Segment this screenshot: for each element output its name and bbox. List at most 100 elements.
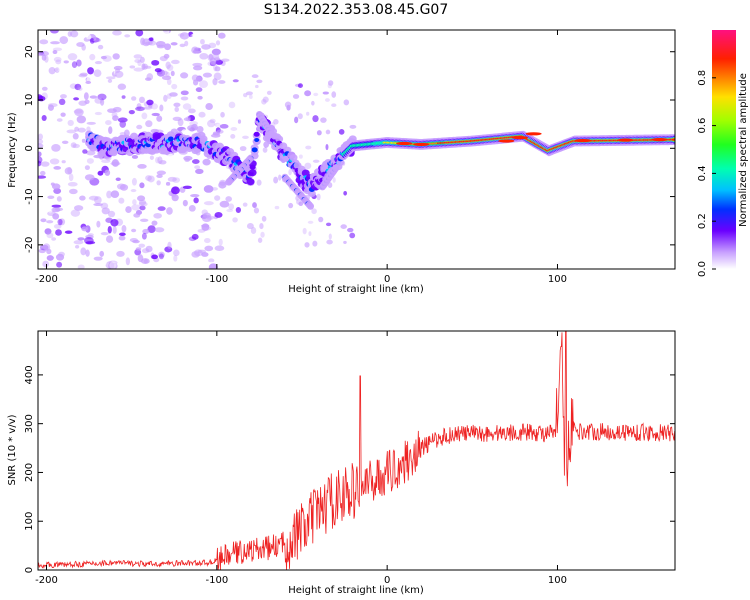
spectrogram-cell xyxy=(135,247,142,251)
spectrogram-cell xyxy=(40,161,50,167)
spectrogram-cell xyxy=(218,80,226,84)
spectrogram-cell xyxy=(671,138,675,141)
spectrogram-cell xyxy=(47,195,55,199)
spectrogram-cell xyxy=(50,41,60,45)
x-tick-label: -100 xyxy=(205,274,228,285)
spectrogram-cell xyxy=(651,138,668,142)
spectrogram-cell xyxy=(184,157,190,163)
spectrogram-cell xyxy=(218,238,223,246)
spectrogram-cell xyxy=(180,90,189,96)
spectrogram-cell xyxy=(72,133,79,140)
spectrogram-cell xyxy=(38,175,47,179)
spectrogram-cell xyxy=(325,222,332,227)
spectrogram-cell xyxy=(125,206,132,214)
spectrogram-cell xyxy=(46,220,54,224)
spectrogram-cell xyxy=(192,33,199,37)
spectrogram-cell xyxy=(86,158,94,164)
spectrogram-cell xyxy=(150,103,159,110)
spectrogram-cell xyxy=(140,218,149,222)
spectrogram-frame xyxy=(37,29,676,270)
spectrogram-cell xyxy=(257,237,263,243)
spectrogram-cell xyxy=(320,117,327,123)
colorbar-label: Normalized spectral amplitude xyxy=(738,73,749,227)
spectrogram-cell xyxy=(48,67,56,75)
spectrogram-cell xyxy=(97,170,104,176)
spectrogram-cell xyxy=(209,57,217,65)
colorbar: 0.0 0.2 0.4 0.6 0.8 Normalized spectral ampl… xyxy=(697,30,749,277)
spectrogram-cell xyxy=(94,60,102,65)
spectrogram-cell xyxy=(77,86,83,91)
spectrogram-cell xyxy=(165,61,171,69)
spectrogram-cell xyxy=(83,92,89,101)
spectrogram-cell xyxy=(267,130,275,138)
spectrogram-cell xyxy=(58,251,65,257)
spectrogram-y-ticks: -20 -10 0 10 20 xyxy=(24,45,675,253)
spectrogram-cell xyxy=(93,256,103,261)
spectrogram-cell xyxy=(298,201,304,206)
spectrogram-cell xyxy=(147,225,156,233)
spectrogram-cell xyxy=(207,261,215,269)
spectrogram-cell xyxy=(64,230,73,234)
spectrogram-cell xyxy=(205,102,213,110)
spectrogram-cell xyxy=(139,182,145,189)
spectrogram-cell xyxy=(177,118,184,127)
y-tick-label: 400 xyxy=(24,365,35,384)
spectrogram-cell xyxy=(58,98,66,105)
spectrogram-cell xyxy=(213,63,218,72)
snr-x-ticks: -200 -100 0 100 xyxy=(35,331,567,586)
spectrogram-cell xyxy=(208,258,215,263)
spectrogram-cell xyxy=(203,237,211,244)
spectrogram-cell xyxy=(156,115,163,122)
spectrogram-cell xyxy=(201,209,208,216)
spectrogram-cell xyxy=(116,250,125,257)
spectrogram-cell xyxy=(199,52,209,60)
spectrogram-cell xyxy=(331,103,337,108)
spectrogram-cell xyxy=(84,99,90,105)
spectrogram-cell xyxy=(197,249,207,254)
spectrogram-cell xyxy=(67,119,74,126)
colorbar-ticks: 0.0 0.2 0.4 0.6 0.8 xyxy=(697,70,716,277)
spectrogram-cell xyxy=(128,46,134,53)
spectrogram-cell xyxy=(166,207,173,215)
spectrogram-cell xyxy=(118,232,126,237)
spectrogram-cell xyxy=(525,132,542,136)
spectrogram-cell xyxy=(125,257,131,266)
spectrogram-cell xyxy=(209,118,216,124)
spectrogram-cell xyxy=(112,53,120,60)
spectrogram-cell xyxy=(38,53,46,57)
spectrogram-cell xyxy=(56,196,62,202)
snr-y-ticks: 0 100 200 300 400 xyxy=(24,365,675,573)
spectrogram-cell xyxy=(215,40,221,46)
spectrogram-cell xyxy=(156,180,161,186)
spectrogram-cell xyxy=(128,110,135,115)
spectrogram-cell xyxy=(179,43,186,48)
spectrogram-cell xyxy=(253,131,260,137)
spectrogram-cell xyxy=(158,253,164,260)
spectrogram-cell xyxy=(197,95,203,100)
spectrogram-cell xyxy=(42,260,50,268)
spectrogram-cell xyxy=(119,184,129,191)
spectrogram-cell xyxy=(173,249,180,257)
spectrogram-cell xyxy=(101,207,110,215)
spectrogram-cell xyxy=(142,228,150,234)
spectrogram-cell xyxy=(307,189,316,197)
spectrogram-cell xyxy=(101,159,111,164)
spectrogram-cell xyxy=(170,70,175,77)
spectrogram-cell xyxy=(307,220,314,224)
spectrogram-cell xyxy=(195,262,206,266)
spectrogram-cell xyxy=(199,80,209,88)
spectrogram-cell xyxy=(152,70,158,78)
spectrogram-cell xyxy=(51,144,61,152)
spectrogram-cell xyxy=(322,91,329,95)
spectrogram-cell xyxy=(105,217,113,223)
spectrogram-cell xyxy=(161,30,170,36)
spectrogram-cell xyxy=(248,94,253,99)
spectrogram-cell xyxy=(97,44,104,50)
spectrogram-cell xyxy=(228,203,235,210)
spectrogram-cell xyxy=(237,119,242,124)
y-tick-label: 100 xyxy=(24,512,35,531)
spectrogram-cell xyxy=(188,108,196,114)
snr-frame xyxy=(37,330,676,571)
spectrogram-cell xyxy=(201,226,212,231)
spectrogram-cell xyxy=(137,195,146,202)
